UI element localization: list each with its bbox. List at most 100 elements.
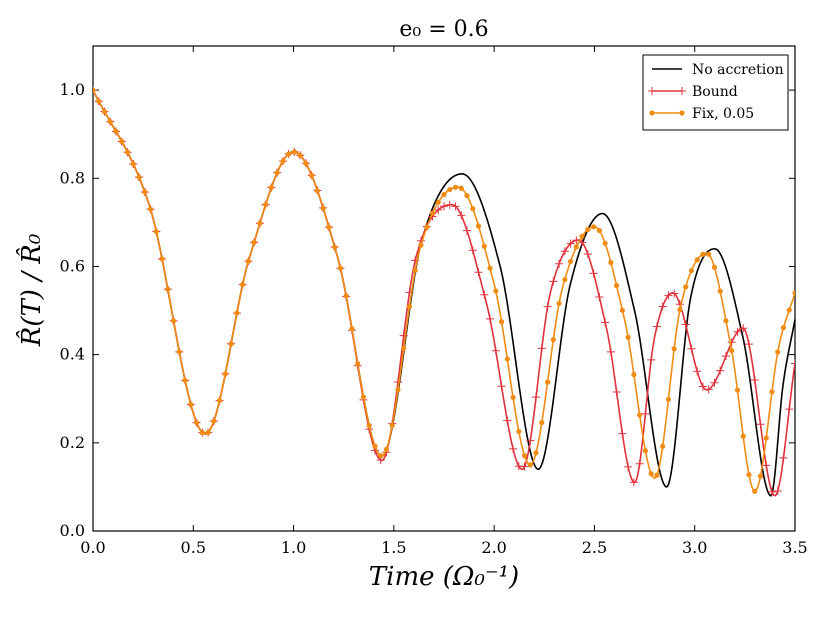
legend-marker [649,110,655,116]
axis-tick-marks [92,46,796,532]
legend-box [642,54,789,131]
data-point [188,401,194,408]
data-point [113,128,119,134]
data-point [124,149,131,155]
data-point [624,462,633,471]
data-point [733,327,742,336]
data-point [567,258,574,265]
data-point [240,282,246,288]
data-point [211,418,217,424]
data-point [791,359,795,368]
data-point [457,211,466,220]
legend: No accretion Bound Fix, 0.05 [642,54,789,131]
data-point [521,453,528,459]
x-tick-label: 1.0 [281,538,306,557]
legend-marker [679,110,685,116]
data-point [176,349,182,355]
data-point [360,394,367,400]
data-point [631,371,637,378]
data-point [130,161,136,167]
data-point [497,382,506,391]
data-point [314,188,321,194]
data-point [286,151,292,157]
data-point [297,152,303,158]
data-point [182,377,188,383]
data-point [549,277,558,286]
data-point [744,340,753,349]
data-point [470,206,476,212]
data-point [775,349,781,355]
y-tick-label: 0.4 [60,345,85,364]
data-point [429,210,436,216]
data-point [566,239,575,248]
data-point [573,244,579,250]
data-point [510,394,516,400]
data-point [591,224,597,230]
data-point [107,118,113,125]
data-point [670,289,679,298]
data-point [660,443,666,450]
data-point [101,109,108,115]
y-axis-tick-labels: 0.0 0.2 0.4 0.6 0.8 1.0 [60,80,85,540]
data-point [629,478,638,487]
data-point [366,422,372,429]
data-point [274,170,280,176]
data-point [704,385,713,394]
data-point [602,240,608,246]
data-point [440,202,448,211]
data-point [159,256,165,262]
data-point [555,259,564,268]
data-point [527,462,533,468]
y-tick-label: 0.0 [60,521,85,540]
chart-title: e₀ = 0.6 [399,17,488,42]
data-point [463,226,472,235]
data-point [677,307,683,313]
data-point [395,387,401,393]
data-point [585,226,591,233]
data-point [474,268,483,277]
data-point [779,453,788,462]
data-point [706,251,712,257]
data-point [606,347,615,356]
data-point [740,433,746,439]
data-point [424,224,430,231]
legend-label: Fix, 0.05 [692,106,754,122]
data-point [268,184,274,191]
data-point [147,206,154,212]
legend-label: Bound [692,84,738,100]
data-point [544,379,551,385]
data-point [504,356,510,362]
x-tick-label: 2.0 [481,538,506,557]
series-fix-0-05 [93,87,795,494]
data-point [378,453,384,459]
data-point [785,405,794,414]
data-point [641,409,650,418]
data-point [93,86,97,95]
data-point [723,318,729,324]
data-point [372,443,378,449]
data-point [550,337,556,343]
data-point [257,220,263,226]
data-point [589,269,598,278]
data-point [199,429,205,436]
data-point [596,227,602,234]
data-point [441,191,447,198]
series-layer [93,86,795,497]
y-tick-label: 1.0 [60,80,85,99]
data-point [337,265,344,271]
data-point [451,202,460,211]
data-point [326,224,332,230]
data-point [491,346,500,355]
data-point [579,233,585,239]
data-point [475,223,482,229]
data-point [401,345,407,351]
data-point [601,318,610,327]
data-point [96,98,102,104]
legend-label: No accretion [692,62,784,78]
data-point [752,488,758,494]
data-point [648,471,654,477]
data-point [608,259,614,266]
legend-entry: No accretion [652,62,784,78]
data-point [447,187,453,193]
